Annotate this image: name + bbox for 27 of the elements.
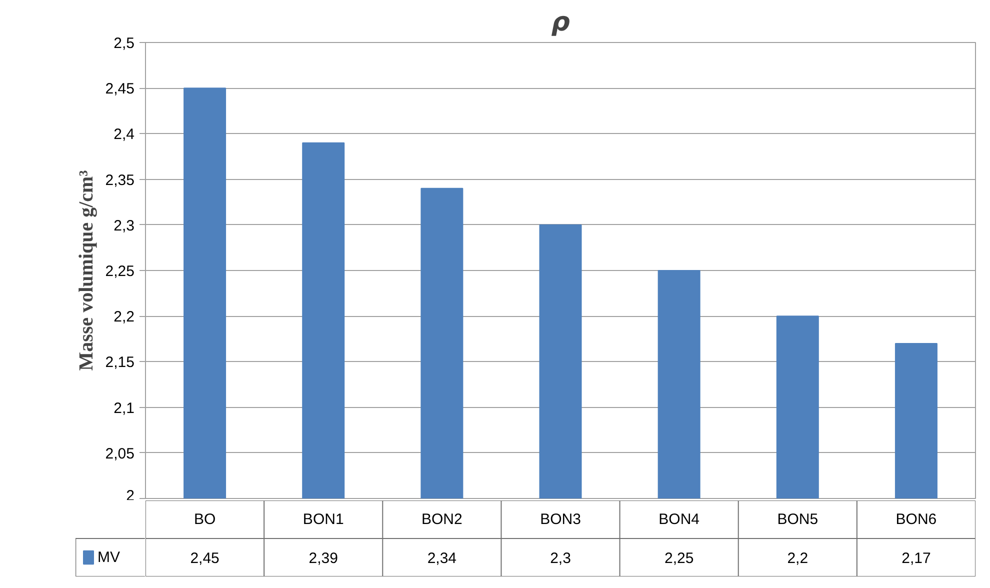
x-tick-label: BON4: [658, 511, 700, 528]
y-axis-title: Masse volumique g/cm³: [75, 170, 98, 371]
y-tick-label: 2,3: [114, 217, 135, 234]
legend-label: MV: [98, 549, 120, 566]
x-tick-label: BO: [194, 511, 216, 528]
data-label: 2,3: [550, 550, 571, 567]
data-label: 2,34: [427, 550, 457, 567]
x-tick-label: BON3: [540, 511, 581, 528]
x-tick-label: BON1: [302, 511, 344, 528]
y-tick-label: 2,2: [114, 308, 135, 326]
x-tick-label: BON5: [777, 511, 818, 528]
y-tick-label: 2,35: [105, 172, 135, 189]
chart-title: ρ: [551, 8, 570, 38]
data-label: 2,2: [787, 550, 808, 567]
x-tick-label: BON6: [896, 511, 937, 528]
y-tick-label: 2,5: [114, 35, 135, 52]
x-tick-label: BON2: [422, 511, 462, 528]
y-tick-label: 2,15: [105, 354, 135, 372]
data-label: 2,45: [190, 550, 220, 567]
y-tick-label: 2,4: [114, 126, 135, 144]
y-tick-label: 2,05: [105, 445, 135, 462]
y-tick-label: 2,1: [114, 400, 135, 417]
data-label: 2,17: [902, 550, 931, 567]
y-tick-label: 2,25: [105, 263, 135, 280]
data-label: 2,25: [664, 550, 694, 567]
data-label: 2,39: [308, 550, 338, 567]
y-tick-label: 2,45: [105, 80, 135, 98]
